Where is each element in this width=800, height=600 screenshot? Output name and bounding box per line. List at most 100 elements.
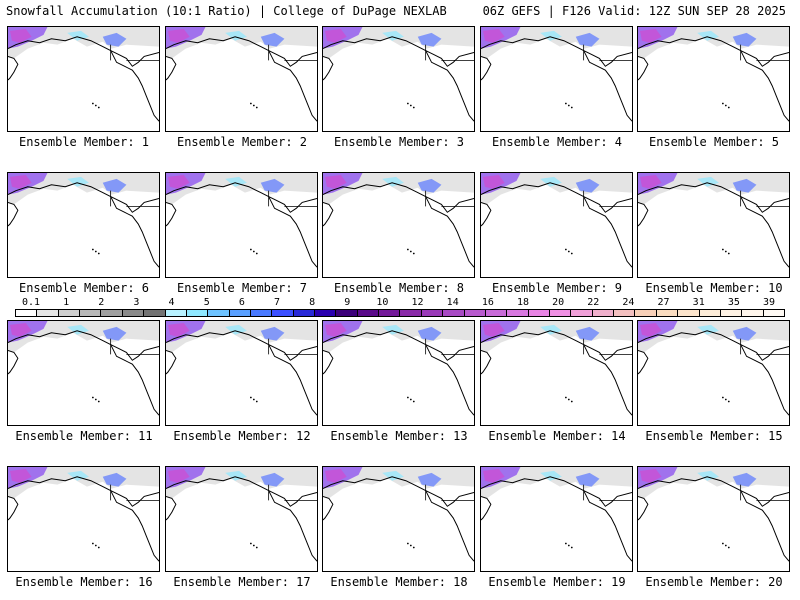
legend-swatch: [400, 310, 422, 316]
legend-swatch: [101, 310, 123, 316]
legend-swatch: [421, 310, 444, 316]
legend-swatch: [635, 310, 657, 316]
ensemble-member-label: Ensemble Member: 14: [488, 429, 626, 443]
legend-label: 39: [762, 297, 776, 308]
ensemble-member-label: Ensemble Member: 7: [176, 281, 308, 295]
ensemble-member-map: [322, 26, 475, 132]
legend-label: 27: [657, 297, 670, 308]
legend-swatch: [122, 310, 145, 316]
legend-swatch: [315, 310, 337, 316]
legend-label: 8: [309, 297, 316, 308]
legend-swatch: [742, 310, 764, 316]
ensemble-member-map: [322, 172, 475, 278]
legend-label: 2: [98, 297, 105, 308]
legend-swatch: [186, 310, 209, 316]
ensemble-member-label: Ensemble Member: 12: [173, 429, 311, 443]
legend-label: 3: [133, 297, 140, 308]
ensemble-member-map: [165, 466, 318, 572]
legend-swatch: [485, 310, 508, 316]
map-title: Snowfall Accumulation (10:1 Ratio) | Col…: [6, 4, 447, 18]
legend-swatch: [528, 310, 550, 316]
ensemble-member-map: [480, 466, 633, 572]
legend-label: 16: [481, 297, 494, 308]
legend-swatch: [37, 310, 59, 316]
legend-swatch: [357, 310, 380, 316]
ensemble-member-map: [637, 466, 790, 572]
ensemble-member-label: Ensemble Member: 5: [648, 135, 780, 149]
ensemble-member-map: [480, 172, 633, 278]
legend-label: 31: [692, 297, 705, 308]
ensemble-member-label: Ensemble Member: 13: [330, 429, 468, 443]
legend-swatch: [507, 310, 529, 316]
ensemble-member-label: Ensemble Member: 8: [333, 281, 465, 295]
ensemble-member-label: Ensemble Member: 4: [491, 135, 623, 149]
ensemble-member-map: [7, 26, 160, 132]
ensemble-member-label: Ensemble Member: 15: [645, 429, 783, 443]
legend-label: 12: [411, 297, 424, 308]
legend-label: 7: [273, 297, 281, 308]
ensemble-member-label: Ensemble Member: 9: [491, 281, 623, 295]
legend-swatch: [293, 310, 316, 316]
ensemble-member-map: [7, 466, 160, 572]
ensemble-member-map: [7, 320, 160, 426]
legend-swatch: [549, 310, 572, 316]
ensemble-member-label: Ensemble Member: 18: [330, 575, 468, 589]
legend-label: 6: [238, 297, 245, 308]
run-info: 06Z GEFS | F126 Valid: 12Z SUN SEP 28 20…: [482, 4, 786, 18]
legend-swatch: [58, 310, 81, 316]
legend-label: 18: [516, 297, 530, 308]
legend-label: 0.1: [21, 297, 41, 308]
legend-label: 10: [376, 297, 389, 308]
ensemble-member-map: [637, 26, 790, 132]
ensemble-member-label: Ensemble Member: 1: [18, 135, 150, 149]
legend-label: 4: [168, 297, 175, 308]
legend-labels: 0.1 1 2 3 4 5 6 7 8 9 10 12 14 16 18 20 22 24 27 31 35 39: [15, 297, 785, 309]
legend-label: 1: [63, 297, 70, 308]
ensemble-member-map: [165, 26, 318, 132]
ensemble-member-label: Ensemble Member: 3: [333, 135, 465, 149]
legend-swatch: [208, 310, 230, 316]
legend-swatch: [229, 310, 251, 316]
legend-swatch: [699, 310, 721, 316]
legend-swatch: [592, 310, 615, 316]
ensemble-member-map: [322, 466, 475, 572]
legend-color-strip: [15, 309, 785, 317]
legend-swatch: [336, 310, 358, 316]
legend-label: 20: [552, 297, 565, 308]
legend-swatch: [443, 310, 465, 316]
legend-swatch: [571, 310, 593, 316]
snowfall-legend: 0.1 1 2 3 4 5 6 7 8 9 10 12 14 16 18 20 22 24 27 31 35 39: [15, 297, 785, 317]
ensemble-member-map: [637, 172, 790, 278]
ensemble-member-map: [165, 320, 318, 426]
ensemble-member-label: Ensemble Member: 6: [18, 281, 150, 295]
ensemble-member-map: [480, 26, 633, 132]
legend-label: 22: [587, 297, 600, 308]
ensemble-member-map: [637, 320, 790, 426]
ensemble-member-map: [322, 320, 475, 426]
legend-swatch: [379, 310, 401, 316]
ensemble-member-map: [480, 320, 633, 426]
ensemble-member-label: Ensemble Member: 11: [15, 429, 153, 443]
legend-swatch: [272, 310, 294, 316]
ensemble-member-map: [7, 172, 160, 278]
legend-swatch: [656, 310, 679, 316]
legend-swatch: [720, 310, 743, 316]
ensemble-member-label: Ensemble Member: 17: [173, 575, 311, 589]
legend-label: 24: [622, 297, 635, 308]
legend-label: 9: [344, 297, 351, 308]
legend-swatch: [614, 310, 636, 316]
legend-swatch: [763, 310, 784, 316]
legend-label: 5: [203, 297, 210, 308]
legend-swatch: [250, 310, 273, 316]
ensemble-member-label: Ensemble Member: 20: [645, 575, 783, 589]
legend-swatch: [16, 310, 38, 316]
legend-swatch: [464, 310, 486, 316]
legend-swatch: [144, 310, 166, 316]
ensemble-member-label: Ensemble Member: 10: [645, 281, 783, 295]
legend-swatch: [80, 310, 102, 316]
legend-label: 35: [727, 297, 740, 308]
ensemble-member-label: Ensemble Member: 2: [176, 135, 308, 149]
ensemble-member-label: Ensemble Member: 16: [15, 575, 153, 589]
legend-swatch: [165, 310, 187, 316]
legend-swatch: [678, 310, 700, 316]
